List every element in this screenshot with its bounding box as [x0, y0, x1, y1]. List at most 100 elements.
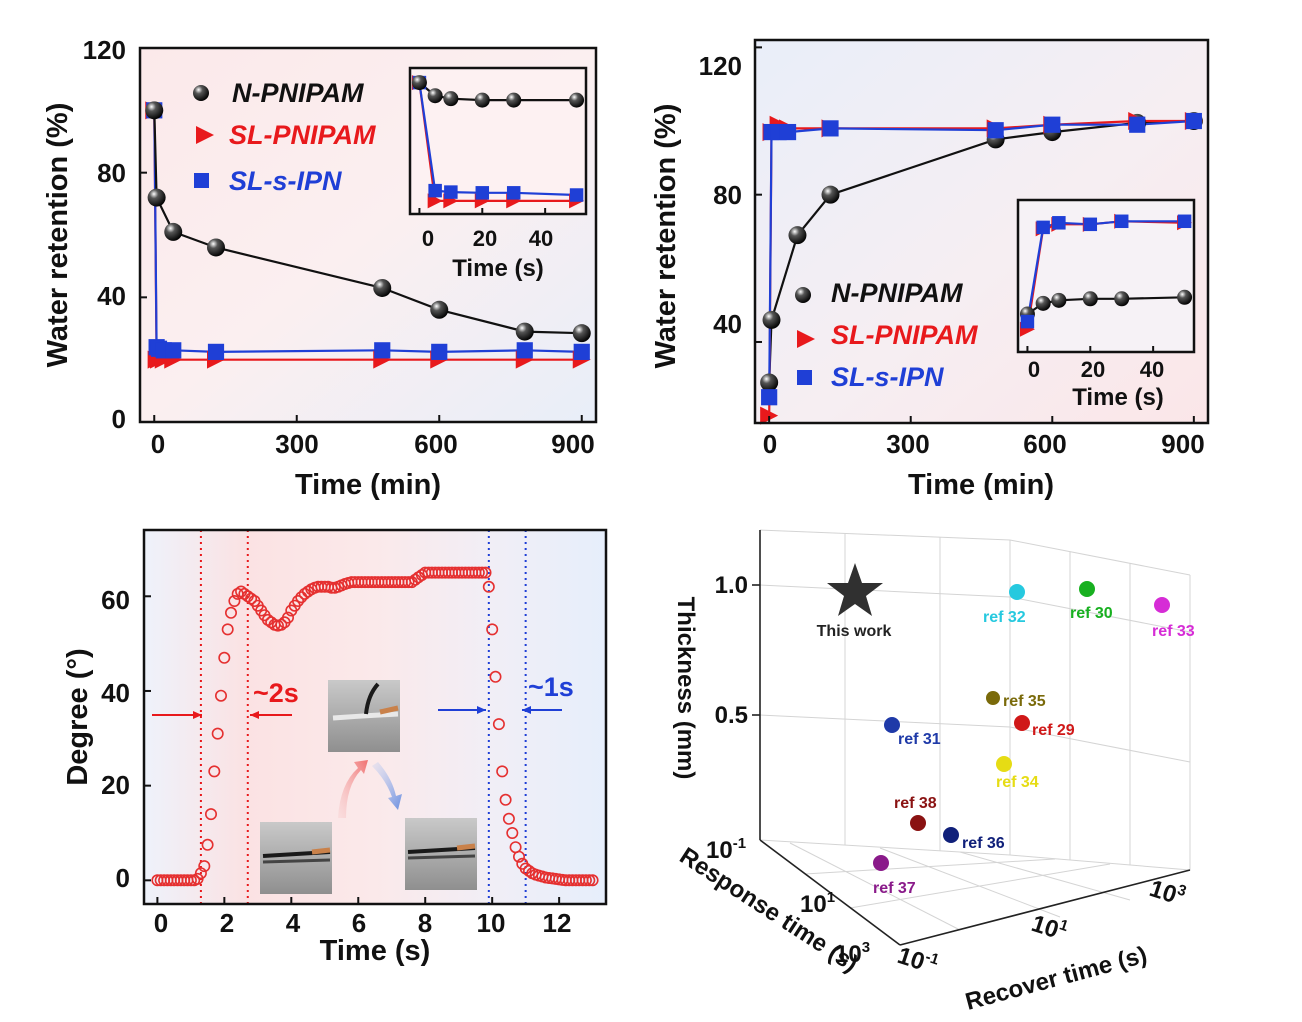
star-this-work-icon	[827, 563, 883, 616]
a-marker-n-pnipam	[207, 238, 225, 257]
c-ytick-label: 40	[101, 678, 130, 708]
point-ref-32	[1009, 584, 1025, 600]
c-xtick-label: 0	[154, 908, 168, 938]
svg-text:101: 101	[800, 889, 835, 918]
photo-flat-strip-left	[260, 822, 332, 894]
point-ref-35	[986, 691, 1000, 705]
d-recover-tick-1: 101	[1028, 910, 1070, 944]
d-tick-base: 10	[706, 837, 733, 864]
point-ref-34	[996, 756, 1012, 772]
b-inset-marker-sl-s-ipn	[1036, 220, 1050, 235]
c-xtick-label: 6	[352, 908, 366, 938]
b-marker-n-pnipam	[821, 185, 840, 204]
degree-marker	[211, 727, 224, 740]
degree-marker	[486, 623, 499, 636]
panel-c-plot-frame	[142, 528, 608, 906]
degree-marker	[191, 872, 204, 885]
b-legend-label-n-pnipam: N-PNIPAM	[831, 278, 963, 308]
a-x-axis-title: Time (min)	[295, 469, 441, 501]
point-label-this-work: This work	[817, 623, 892, 640]
d-recover-tick-2: 103	[1146, 875, 1188, 909]
panel-d-3d-scatter-chart: 1.0 0.5 Thickness (mm) 10-1 101 103 Resp…	[672, 529, 1195, 1016]
a-xtick-label: 900	[551, 429, 594, 459]
degree-marker	[221, 623, 234, 636]
a-inset-line-sl-s-ipn	[418, 82, 577, 197]
degree-marker	[522, 864, 535, 877]
degree-marker	[184, 874, 197, 887]
b-inset-xtick-label: 20	[1081, 357, 1105, 382]
b-marker-n-pnipam	[788, 226, 807, 245]
d-response-tick-0: 10-1	[706, 835, 746, 864]
d-tick-exponent: -1	[733, 835, 746, 852]
b-inset-marker-n-pnipam	[1082, 291, 1098, 307]
c-xtick-label: 2	[220, 908, 234, 938]
point-label-ref-31: ref 31	[898, 731, 941, 748]
c-xtick-label: 10	[477, 908, 506, 938]
b-legend-marker-sl-pnipam	[797, 330, 815, 348]
d-response-tick-1: 101	[800, 889, 835, 918]
a-inset-marker-sl-s-ipn	[506, 186, 521, 200]
a-legend-label-n-pnipam: N-PNIPAM	[232, 78, 364, 108]
point-label-ref-34: ref 34	[996, 774, 1039, 791]
interval-arrow-1s	[438, 706, 562, 714]
a-inset-xtick-label: 40	[529, 226, 553, 251]
a-legend-label-sl-pnipam: SL-PNIPAM	[229, 120, 376, 150]
c-ytick-label: 20	[101, 770, 130, 800]
curved-arrow-up-icon	[338, 760, 368, 818]
b-marker-n-pnipam	[762, 310, 781, 329]
degree-marker	[479, 566, 492, 579]
d-response-tick-2: 103	[835, 939, 870, 968]
a-marker-sl-s-ipn	[165, 342, 182, 359]
a-marker-n-pnipam	[145, 101, 164, 120]
b-legend-marker-n-pnipam	[795, 287, 811, 303]
a-ytick-label: 80	[97, 158, 126, 188]
c-xtick-label: 4	[286, 908, 301, 938]
c-ytick-label: 60	[101, 585, 130, 615]
c-y-axis-title: Degree (°)	[62, 648, 94, 785]
degree-marker	[583, 874, 596, 887]
b-legend-label-sl-s-ipn: SL-s-IPN	[831, 362, 944, 392]
degree-marker	[492, 718, 505, 731]
b-inset-marker-n-pnipam	[1035, 295, 1051, 311]
b-inset-marker-n-pnipam	[1114, 291, 1130, 307]
degree-marker	[502, 812, 515, 825]
a-inset-xtick-label: 0	[422, 226, 434, 251]
d-tick-base: 10	[1028, 910, 1062, 944]
a-inset-marker-sl-s-ipn	[475, 186, 490, 200]
b-inset-marker-sl-s-ipn	[1020, 314, 1035, 329]
a-inset-marker-n-pnipam	[474, 92, 490, 108]
point-ref-36	[943, 827, 959, 843]
a-inset-marker-n-pnipam	[427, 88, 443, 104]
a-marker-n-pnipam	[373, 278, 392, 297]
d-tick-exponent: 3	[862, 939, 870, 956]
photo-bent-strip	[328, 680, 400, 752]
a-inset-xtick-label: 20	[473, 226, 497, 251]
a-marker-sl-s-ipn	[207, 343, 225, 360]
svg-text:10-1: 10-1	[894, 940, 941, 980]
a-inset-marker-n-pnipam	[411, 75, 427, 91]
a-marker-sl-s-ipn	[431, 343, 448, 360]
a-marker-n-pnipam	[164, 222, 183, 241]
annotation-approx-1s: ~1s	[528, 672, 574, 702]
b-marker-sl-s-ipn	[1185, 112, 1202, 130]
a-legend-marker-sl-pnipam	[196, 126, 214, 144]
panel-b-water-retention-chart: 120 80 40 0 300 600 900 Time (min) Water…	[650, 38, 1210, 501]
a-marker-sl-s-ipn	[516, 342, 533, 359]
point-ref-31	[884, 717, 900, 733]
a-inset-marker-sl-s-ipn	[569, 188, 584, 202]
a-ytick-label: 0	[112, 404, 126, 434]
a-inset-marker-n-pnipam	[506, 92, 522, 108]
a-legend-marker-n-pnipam	[193, 85, 209, 101]
degree-marker	[496, 765, 509, 778]
degree-marker	[482, 580, 495, 593]
point-ref-38	[910, 815, 926, 831]
a-marker-n-pnipam	[430, 300, 449, 319]
degree-marker	[472, 566, 485, 579]
panel-b-plot-frame	[753, 38, 1210, 425]
panel-c-degree-chart: ~2s ~1s 0 20 40 60 0 2 4 6 8 10 12 Time …	[62, 528, 608, 967]
degree-marker	[215, 689, 228, 702]
a-inset-marker-sl-s-ipn	[428, 183, 442, 198]
degree-marker	[512, 850, 525, 863]
degree-marker	[225, 606, 238, 619]
d-tick-base: 10	[894, 942, 928, 976]
